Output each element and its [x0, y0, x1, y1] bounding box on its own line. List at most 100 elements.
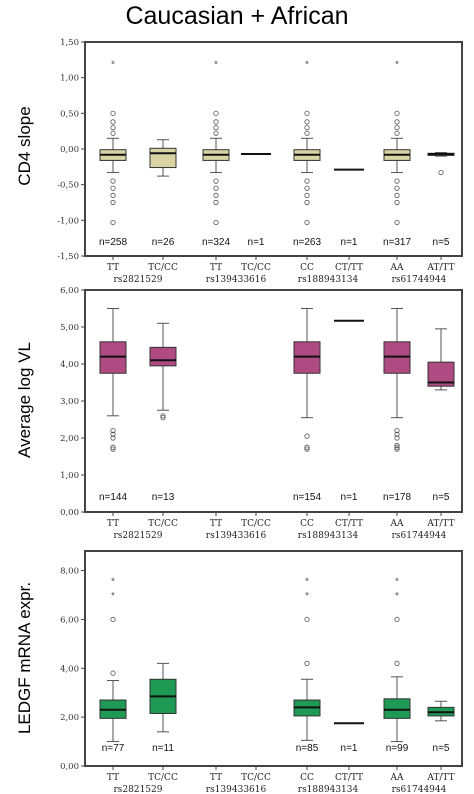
- extreme-outlier: *: [305, 59, 309, 70]
- category-label: TC/CC: [148, 519, 178, 529]
- category-label: TT: [210, 519, 222, 529]
- outlier-point: [110, 192, 116, 198]
- n-label: n=5: [433, 237, 450, 248]
- category-label: TT: [107, 773, 119, 783]
- y-tick-label: 1,50: [60, 38, 79, 48]
- outlier-point: [213, 219, 219, 226]
- outlier-point: [304, 616, 310, 623]
- outlier-point: [110, 110, 116, 116]
- category-label: AA: [390, 263, 404, 273]
- outlier-point: [110, 125, 116, 131]
- y-tick-label: 4,00: [60, 664, 79, 674]
- y-tick-label: -0,50: [57, 181, 79, 191]
- outlier-point: [394, 110, 400, 116]
- outlier-point: [110, 185, 116, 191]
- category-label: AA: [390, 773, 404, 783]
- y-axis-label: CD4 slope: [15, 106, 34, 185]
- n-label: n=263: [293, 237, 322, 248]
- category-label: TT: [107, 263, 119, 273]
- n-label: n=1: [248, 237, 265, 248]
- n-label: n=77: [102, 743, 125, 754]
- category-label: AT/TT: [426, 263, 454, 273]
- outlier-point: [110, 444, 116, 450]
- outlier-point: [110, 178, 116, 184]
- outlier-point: [304, 130, 310, 136]
- n-label: n=1: [341, 237, 358, 248]
- outlier-point: [110, 199, 116, 206]
- plot-frame-3: [84, 550, 463, 767]
- y-tick-label: 2,00: [60, 713, 79, 723]
- n-label: n=99: [386, 743, 409, 754]
- n-label: n=1: [341, 492, 358, 503]
- outlier-point: [394, 431, 400, 437]
- snp-label: rs188943134: [298, 531, 359, 541]
- outlier-point: [110, 616, 116, 623]
- outlier-point: [304, 433, 310, 439]
- outlier-point: [394, 130, 400, 136]
- snp-label: rs61744944: [392, 785, 447, 794]
- outlier-point: [110, 219, 116, 226]
- snp-label: rs2821529: [113, 785, 162, 794]
- n-label: n=26: [152, 237, 175, 248]
- category-label: CC: [300, 519, 314, 529]
- outlier-point: [304, 660, 310, 666]
- snp-label: rs61744944: [392, 275, 447, 285]
- snp-label: rs139433616: [206, 785, 267, 794]
- y-tick-label: 5,00: [60, 323, 79, 333]
- category-label: CC: [300, 773, 314, 783]
- n-label: n=5: [433, 492, 450, 503]
- outlier-point: [394, 219, 400, 226]
- extreme-outlier: *: [111, 59, 115, 70]
- outlier-point: [394, 192, 400, 198]
- y-tick-label: 3,00: [60, 397, 79, 407]
- extreme-outlier: *: [395, 591, 399, 602]
- outlier-point: [394, 185, 400, 191]
- outlier-point: [213, 125, 219, 131]
- outlier-point: [110, 431, 116, 437]
- category-label: CT/TT: [335, 263, 363, 273]
- y-tick-label: 0,00: [60, 762, 79, 772]
- n-label: n=5: [433, 743, 450, 754]
- y-axis-label: Average log VL: [15, 342, 34, 458]
- outlier-point: [304, 125, 310, 131]
- outlier-point: [394, 444, 400, 450]
- box: [149, 346, 177, 367]
- outlier-point: [304, 178, 310, 184]
- y-tick-label: 4,00: [60, 360, 79, 370]
- outlier-point: [213, 178, 219, 184]
- outlier-point: [304, 199, 310, 206]
- outlier-point: [394, 660, 400, 666]
- n-label: n=324: [202, 237, 231, 248]
- n-label: n=144: [99, 492, 128, 503]
- category-label: TC/CC: [148, 773, 178, 783]
- extreme-outlier: *: [111, 576, 115, 587]
- y-axis-label: LEDGF mRNA expr.: [15, 582, 34, 734]
- category-label: TC/CC: [148, 263, 178, 273]
- outlier-point: [304, 110, 310, 116]
- extreme-outlier: *: [395, 576, 399, 587]
- outlier-point: [213, 130, 219, 136]
- y-tick-label: 6,00: [60, 286, 79, 296]
- snp-label: rs2821529: [113, 531, 162, 541]
- outlier-point: [304, 192, 310, 198]
- y-tick-label: 1,00: [60, 74, 79, 84]
- y-tick-label: 6,00: [60, 615, 79, 625]
- category-label: CT/TT: [335, 519, 363, 529]
- n-label: n=85: [296, 743, 319, 754]
- outlier-point: [304, 219, 310, 226]
- outlier-point: [394, 427, 400, 434]
- category-label: CC: [300, 263, 314, 273]
- figure-title: Caucasian + African: [125, 2, 349, 30]
- y-tick-label: 0,50: [60, 109, 79, 119]
- outlier-point: [213, 185, 219, 191]
- y-tick-label: 0,00: [60, 145, 79, 155]
- outlier-point: [394, 178, 400, 184]
- box: [149, 147, 177, 169]
- outlier-point: [394, 119, 400, 125]
- extreme-outlier: *: [305, 591, 309, 602]
- outlier-point: [438, 169, 444, 176]
- snp-label: rs139433616: [206, 275, 267, 285]
- category-label: TC/CC: [241, 773, 271, 783]
- category-label: AA: [390, 519, 404, 529]
- extreme-outlier: *: [305, 576, 309, 587]
